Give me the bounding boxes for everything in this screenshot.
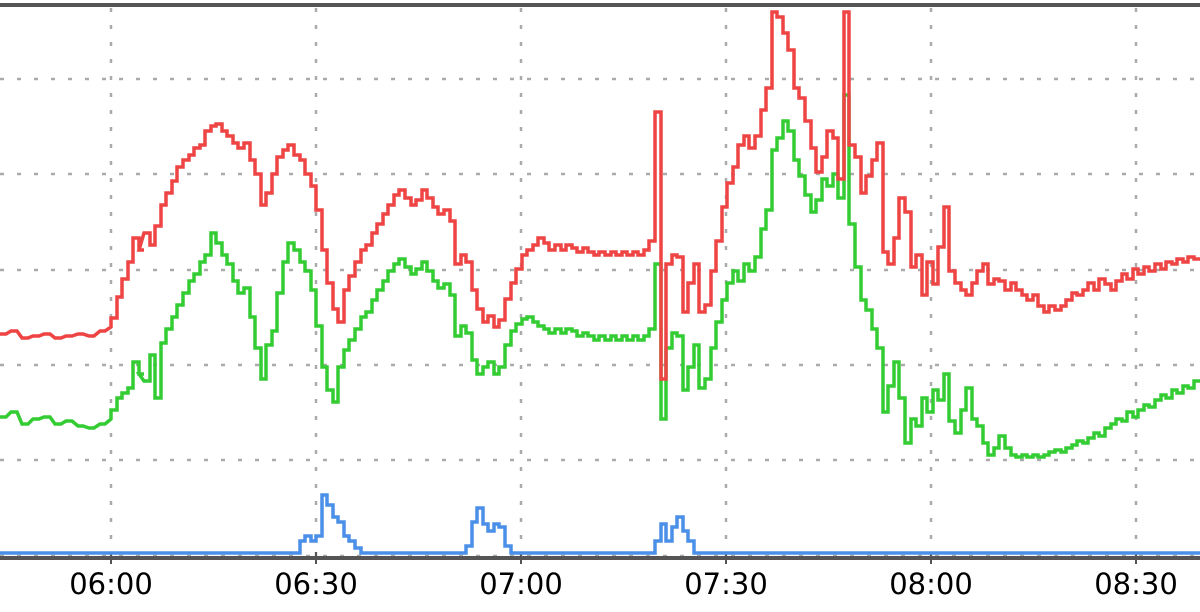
x-axis-label-08-00: 08:00 [889, 567, 973, 601]
x-axis-label-06-30: 06:30 [274, 567, 358, 601]
x-axis-label-07-00: 07:00 [479, 567, 563, 601]
series-line-red [0, 10, 1200, 381]
series-line-blue [0, 493, 1200, 555]
x-axis-label-06-00: 06:00 [69, 567, 153, 601]
x-axis-label-07-30: 07:30 [684, 567, 768, 601]
x-axis-tick-labels: 06:00 06:30 07:00 07:30 08:00 08:30 [69, 567, 1178, 601]
x-axis-label-08-30: 08:30 [1094, 567, 1178, 601]
series-line-green [0, 93, 1200, 459]
